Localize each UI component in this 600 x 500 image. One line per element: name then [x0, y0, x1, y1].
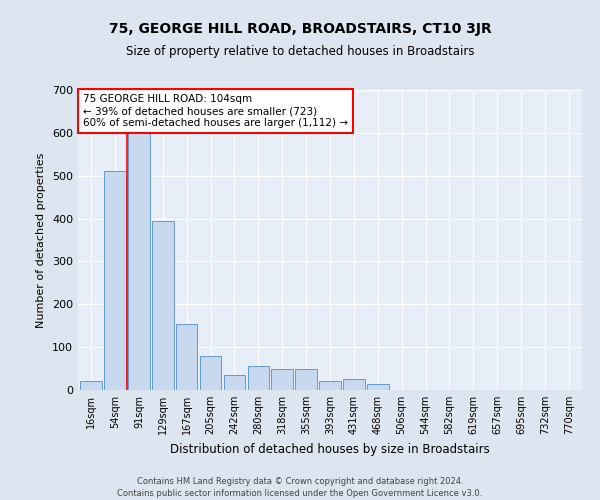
Bar: [128, 116, 149, 390]
Bar: [343, 380, 365, 390]
Text: Contains public sector information licensed under the Open Government Licence v3: Contains public sector information licen…: [118, 489, 482, 498]
Bar: [104, 172, 126, 390]
Text: 75 GEORGE HILL ROAD: 104sqm
← 39% of detached houses are smaller (723)
60% of se: 75 GEORGE HILL ROAD: 104sqm ← 39% of det…: [83, 94, 348, 128]
Bar: [224, 375, 245, 390]
Bar: [319, 382, 341, 390]
Bar: [176, 324, 197, 390]
Bar: [80, 382, 102, 390]
X-axis label: Distribution of detached houses by size in Broadstairs: Distribution of detached houses by size …: [170, 442, 490, 456]
Bar: [295, 368, 317, 390]
Bar: [152, 220, 173, 390]
Text: 75, GEORGE HILL ROAD, BROADSTAIRS, CT10 3JR: 75, GEORGE HILL ROAD, BROADSTAIRS, CT10 …: [109, 22, 491, 36]
Bar: [271, 368, 293, 390]
Bar: [200, 356, 221, 390]
Text: Contains HM Land Registry data © Crown copyright and database right 2024.: Contains HM Land Registry data © Crown c…: [137, 478, 463, 486]
Bar: [248, 366, 269, 390]
Text: Size of property relative to detached houses in Broadstairs: Size of property relative to detached ho…: [126, 45, 474, 58]
Bar: [367, 384, 389, 390]
Y-axis label: Number of detached properties: Number of detached properties: [37, 152, 46, 328]
